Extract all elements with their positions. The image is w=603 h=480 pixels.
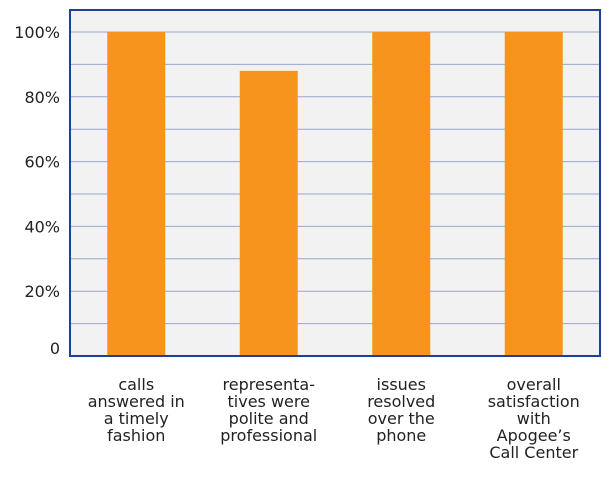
- plot-frame: [69, 9, 601, 357]
- x-category-label-line: tives were: [228, 392, 310, 411]
- x-category-label-line: Apogee’s: [497, 426, 571, 445]
- x-category-label: issues resolved over the phone: [367, 375, 435, 445]
- bar-4: [504, 32, 563, 356]
- bar-1: [107, 32, 166, 356]
- x-category-label-line: fashion: [107, 426, 165, 445]
- x-category-label-line: overall: [507, 375, 561, 394]
- x-category-label-line: phone: [376, 426, 426, 445]
- x-category-label-line: calls: [118, 375, 154, 394]
- x-category-label: representa-tives were polite and professio…: [220, 375, 317, 445]
- bar-2: [239, 70, 298, 356]
- x-category-label-line: polite and: [229, 409, 309, 428]
- x-category-label: calls answered in a timely fashion: [88, 375, 185, 445]
- x-category-label-line: resolved: [367, 392, 435, 411]
- y-tick-label: 0: [50, 339, 60, 358]
- x-category-label-line: satisfaction: [488, 392, 580, 411]
- y-axis-tick-labels: 0 20% 40% 60% 80% 100%: [14, 23, 60, 358]
- x-category-label-line: issues: [377, 375, 426, 394]
- bars: [107, 32, 563, 356]
- x-category-label-line: representa-: [223, 375, 315, 394]
- x-category-label-line: over the: [368, 409, 435, 428]
- y-tick-label: 100%: [14, 23, 60, 42]
- x-category-label-line: with: [517, 409, 551, 428]
- x-category-label-line: a timely: [104, 409, 169, 428]
- y-tick-label: 40%: [24, 217, 60, 236]
- x-category-label: overall satisfaction with Apogee’s Call Cent…: [488, 375, 580, 462]
- y-tick-label: 60%: [24, 153, 60, 172]
- x-category-label-line: answered in: [88, 392, 185, 411]
- bar-3: [372, 32, 431, 356]
- x-axis-category-labels: calls answered in a timely fashion represent…: [88, 375, 580, 462]
- y-tick-label: 20%: [24, 282, 60, 301]
- y-tick-label: 80%: [24, 88, 60, 107]
- x-category-label-line: professional: [220, 426, 317, 445]
- x-category-label-line: Call Center: [489, 443, 578, 462]
